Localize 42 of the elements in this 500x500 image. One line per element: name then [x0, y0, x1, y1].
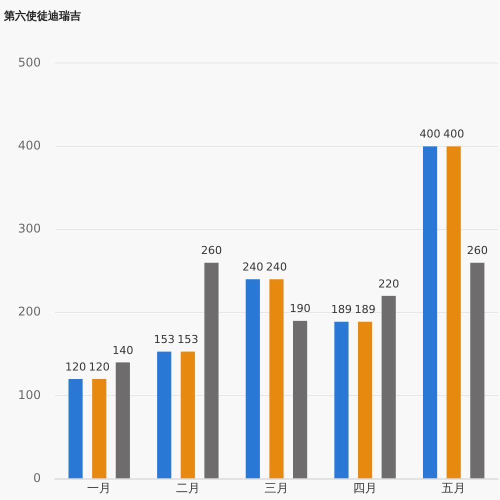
bar [269, 279, 284, 478]
y-tick-label: 200 [18, 304, 41, 319]
y-tick-label: 0 [33, 470, 41, 485]
y-tick-label: 300 [18, 222, 41, 236]
bar [446, 146, 461, 478]
data-label: 189 [330, 303, 352, 316]
x-tick-label: 五月 [442, 481, 466, 496]
data-label: 120 [65, 360, 86, 374]
data-label: 400 [420, 128, 441, 141]
bar [116, 362, 130, 478]
x-tick-label: 二月 [176, 481, 200, 496]
bar [292, 320, 308, 478]
data-label: 220 [378, 277, 400, 290]
chart-title: 第六使徒迪瑞吉 [3, 9, 81, 22]
bar [422, 146, 438, 478]
bar [157, 352, 172, 478]
data-label: 153 [177, 332, 198, 346]
data-label: 189 [354, 303, 376, 316]
bar [334, 322, 349, 478]
y-tick-label: 400 [18, 138, 41, 152]
bar [92, 379, 106, 478]
y-tick-label: 500 [18, 55, 41, 70]
y-tick-label: 100 [18, 388, 41, 402]
data-label: 140 [112, 344, 134, 357]
data-label: 400 [443, 128, 464, 141]
bar [358, 322, 372, 478]
bar [204, 262, 219, 478]
data-label: 240 [242, 260, 264, 274]
x-tick-label: 四月 [353, 481, 378, 496]
x-tick-label: 三月 [264, 481, 288, 496]
data-label: 240 [266, 260, 287, 274]
x-tick-label: 一月 [87, 481, 112, 496]
data-label: 153 [154, 332, 175, 346]
bar [246, 279, 260, 478]
bar [68, 379, 83, 478]
bar [470, 262, 484, 478]
bar [382, 296, 396, 478]
data-label: 260 [200, 244, 222, 258]
data-label: 260 [466, 244, 488, 258]
data-label: 120 [88, 360, 110, 374]
bar [180, 352, 195, 478]
data-label: 190 [290, 302, 311, 316]
